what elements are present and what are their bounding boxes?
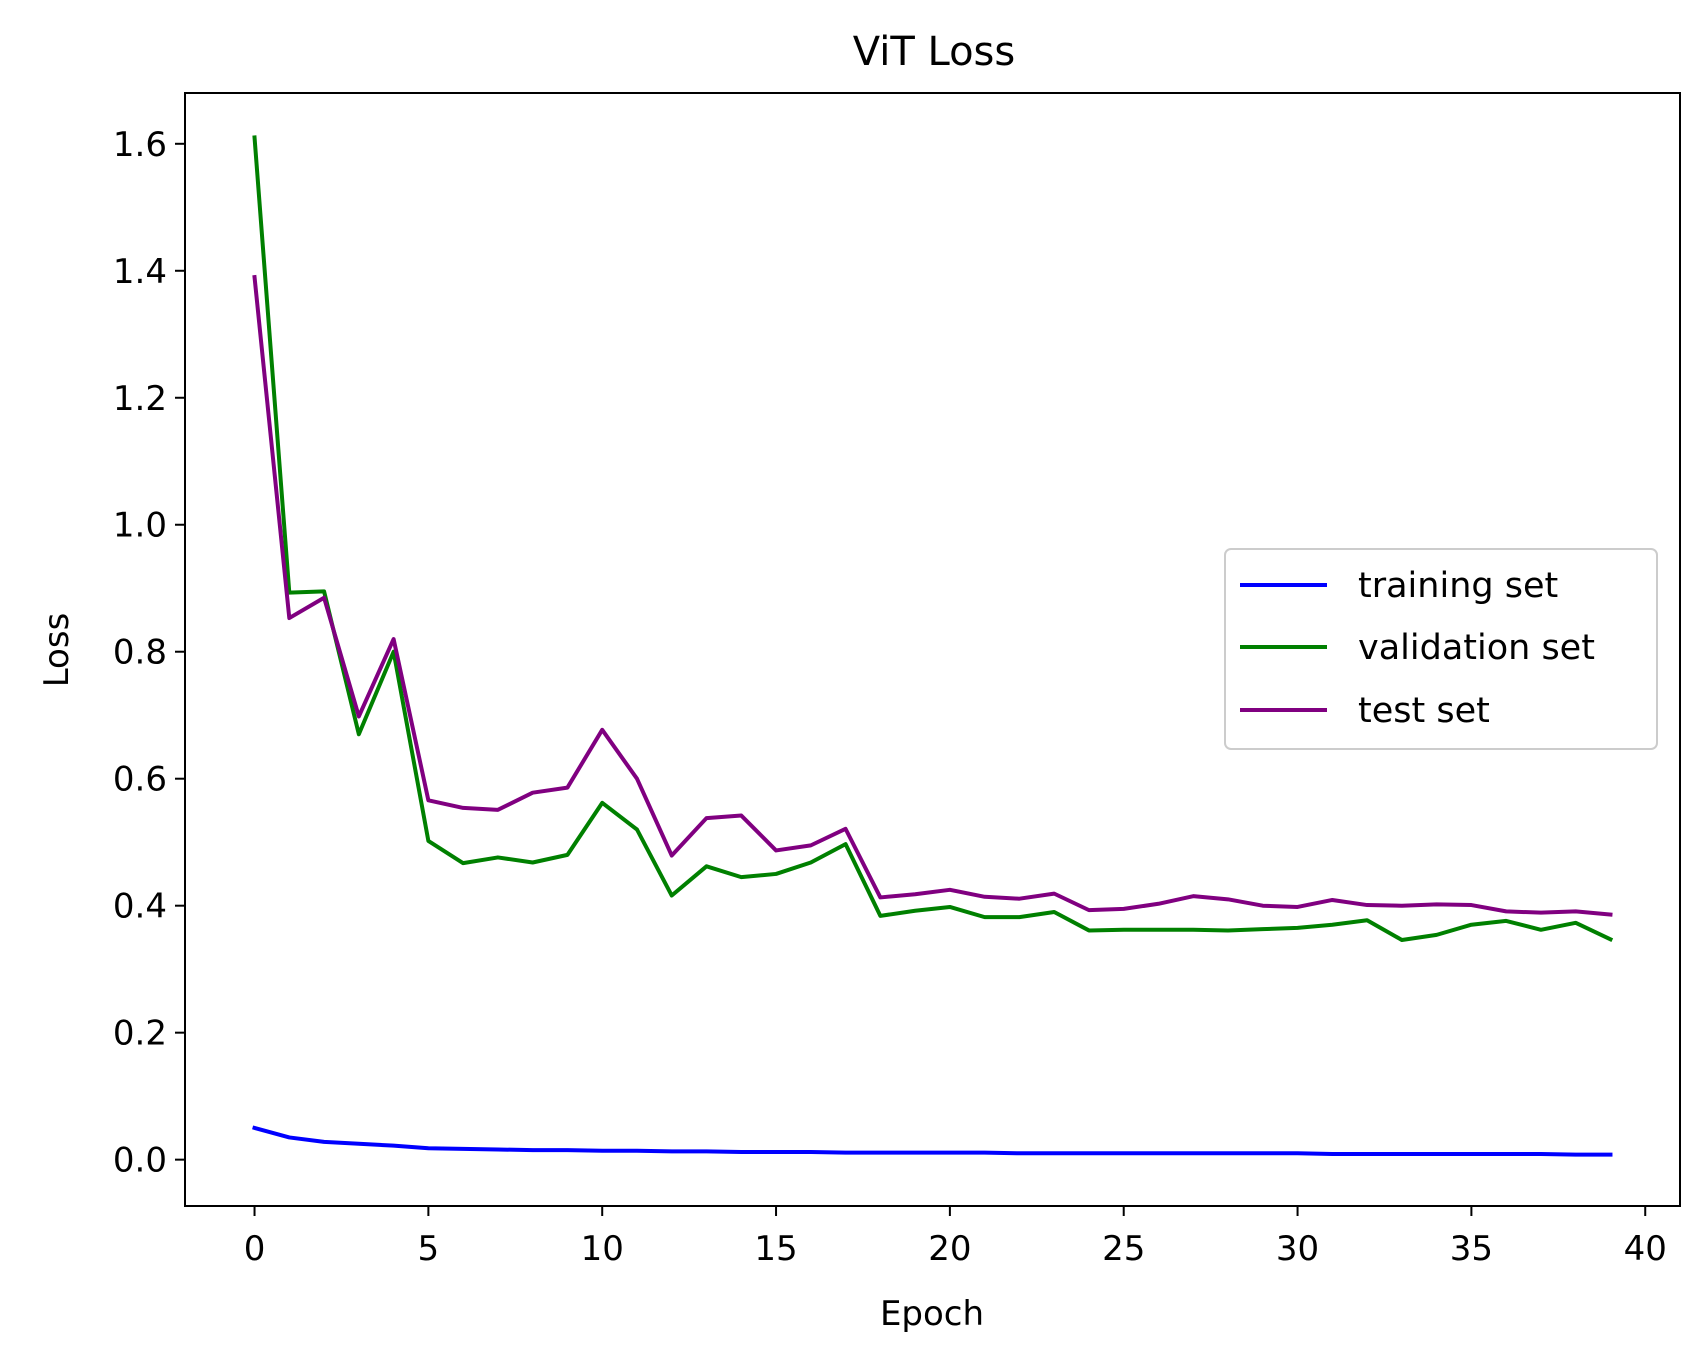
- legend-label-test-set: test set: [1358, 691, 1490, 731]
- x-tick-label: 40: [1624, 1229, 1667, 1269]
- y-tick-label: 1.4: [113, 252, 167, 292]
- series-layer: [252, 135, 1614, 1157]
- y-tick-label: 0.8: [113, 633, 167, 673]
- plot-frame: [184, 92, 1681, 1207]
- x-tick-label: 15: [754, 1229, 797, 1269]
- x-tick-label: 30: [1276, 1229, 1319, 1269]
- x-tick-label: 35: [1450, 1229, 1493, 1269]
- x-tick-label: 5: [418, 1229, 440, 1269]
- y-tick-label: 0.6: [113, 760, 167, 800]
- series-line-test-set: [252, 274, 1613, 917]
- x-tick-label: 0: [244, 1229, 266, 1269]
- y-axis-label: Loss: [37, 613, 77, 688]
- y-tick-label: 1.2: [113, 379, 167, 419]
- y-tick-label: 0.0: [113, 1141, 167, 1181]
- legend-label-validation-set: validation set: [1358, 628, 1595, 668]
- series-line-training-set: [252, 1125, 1613, 1157]
- x-tick-label: 10: [581, 1229, 624, 1269]
- legend-box: [1224, 548, 1658, 750]
- legend-label-training-set: training set: [1358, 566, 1558, 606]
- y-tick-label: 1.0: [113, 506, 167, 546]
- chart-title: ViT Loss: [853, 29, 1015, 75]
- y-tick-label: 0.2: [113, 1014, 167, 1054]
- y-axis: 0.0 0.2 0.4 0.6 0.8 1.0 1.2 1.4 1.6: [113, 125, 185, 1181]
- y-tick-label: 0.4: [113, 887, 167, 927]
- legend: training set validation set test set: [1224, 548, 1658, 750]
- x-axis: 0 5 10 15 20 25 30 35 40: [244, 1206, 1667, 1269]
- x-tick-label: 25: [1102, 1229, 1145, 1269]
- x-axis-label: Epoch: [880, 1294, 984, 1334]
- x-tick-label: 20: [928, 1229, 971, 1269]
- series-line-validation-set: [252, 135, 1614, 943]
- y-tick-label: 1.6: [113, 125, 167, 165]
